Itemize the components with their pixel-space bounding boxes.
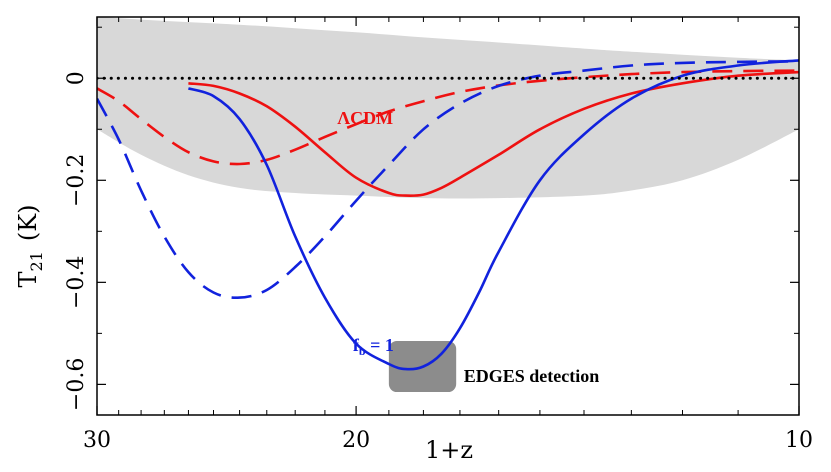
fb-label: fb = 1 xyxy=(353,335,394,358)
y-tick-label: 0 xyxy=(64,71,89,85)
y-tick-label: −0.6 xyxy=(64,358,89,411)
labels: 1+z T21 (K) xyxy=(14,204,473,464)
x-tick-label: 30 xyxy=(83,428,111,453)
y-axis-title-main: T xyxy=(14,272,42,288)
y-axis-title-unit: (K) xyxy=(14,204,42,241)
x-axis-title: 1+z xyxy=(425,436,473,464)
lcdm-label: ΛCDM xyxy=(337,108,393,128)
series-fb1-solid xyxy=(188,59,799,371)
allowed-band xyxy=(97,17,799,199)
svg-text:T21(K): T21 (K) xyxy=(14,204,46,287)
series-lcdm-dashed xyxy=(97,69,799,166)
axes: 0 −0.2 −0.4 −0.6 30 20 10 ΛCDM fb = 1 EDGES detec… xyxy=(64,16,813,453)
y-axis-title: T21 (K) xyxy=(14,204,46,287)
x-tick-label: 20 xyxy=(342,428,370,453)
edges-label: EDGES detection xyxy=(464,366,600,386)
x-tick-label: 10 xyxy=(785,428,813,453)
series-lcdm-solid xyxy=(188,70,799,197)
plot-area xyxy=(97,17,799,393)
series-fb1-dashed xyxy=(97,60,799,300)
plot-frame xyxy=(96,16,800,416)
y-tick-label: −0.2 xyxy=(64,154,89,207)
y-axis-title-sub: 21 xyxy=(27,251,46,271)
y-tick-label: −0.4 xyxy=(64,256,89,309)
